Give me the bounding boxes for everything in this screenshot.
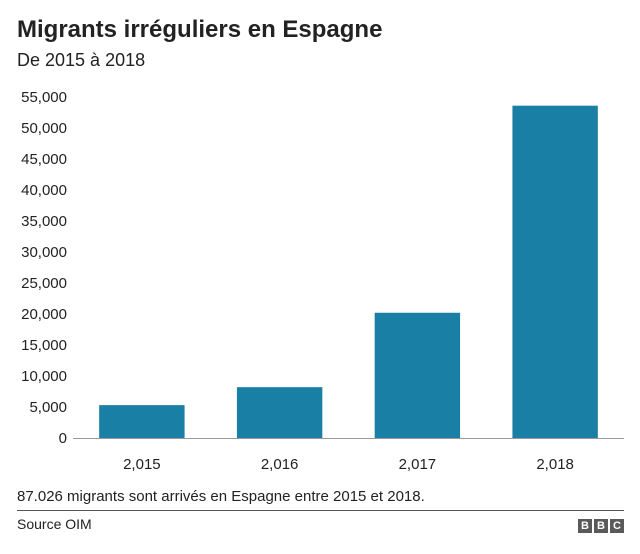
x-tick-label: 2,017 bbox=[399, 456, 437, 473]
y-axis-ticks: 0 5,000 10,000 15,000 20,000 25,000 30,000 35,0… bbox=[21, 89, 67, 447]
y-tick-label: 45,000 bbox=[21, 151, 67, 168]
y-tick-label: 0 bbox=[59, 430, 67, 447]
bar-chart: 0 5,000 10,000 15,000 20,000 25,000 30,000 35,0… bbox=[21, 89, 624, 473]
y-tick-label: 55,000 bbox=[21, 89, 67, 106]
x-axis-ticks: 2,015 2,016 2,017 2,018 bbox=[123, 456, 574, 473]
y-tick-label: 40,000 bbox=[21, 182, 67, 199]
bbc-logo: B B C bbox=[578, 519, 624, 533]
y-tick-label: 15,000 bbox=[21, 337, 67, 354]
bar bbox=[512, 105, 598, 439]
x-tick-label: 2,016 bbox=[261, 456, 299, 473]
y-tick-label: 35,000 bbox=[21, 213, 67, 230]
y-tick-label: 5,000 bbox=[29, 399, 67, 416]
x-tick-label: 2,018 bbox=[536, 456, 574, 473]
y-tick-label: 50,000 bbox=[21, 120, 67, 137]
chart-subtitle: De 2015 à 2018 bbox=[17, 50, 146, 70]
bar bbox=[236, 387, 323, 438]
bar bbox=[374, 312, 461, 438]
logo-letter: C bbox=[610, 519, 624, 533]
bar bbox=[99, 405, 185, 438]
y-tick-label: 10,000 bbox=[21, 368, 67, 385]
logo-letter: B bbox=[578, 519, 592, 533]
bars bbox=[99, 105, 598, 439]
chart-title: Migrants irréguliers en Espagne bbox=[17, 16, 383, 43]
y-tick-label: 25,000 bbox=[21, 275, 67, 292]
footer-divider bbox=[17, 510, 624, 511]
logo-letter: B bbox=[594, 519, 608, 533]
footnote: 87.026 migrants sont arrivés en Espagne … bbox=[17, 488, 425, 505]
x-tick-label: 2,015 bbox=[123, 456, 161, 473]
y-tick-label: 30,000 bbox=[21, 244, 67, 261]
source-label: Source OIM bbox=[17, 516, 92, 532]
y-tick-label: 20,000 bbox=[21, 306, 67, 323]
